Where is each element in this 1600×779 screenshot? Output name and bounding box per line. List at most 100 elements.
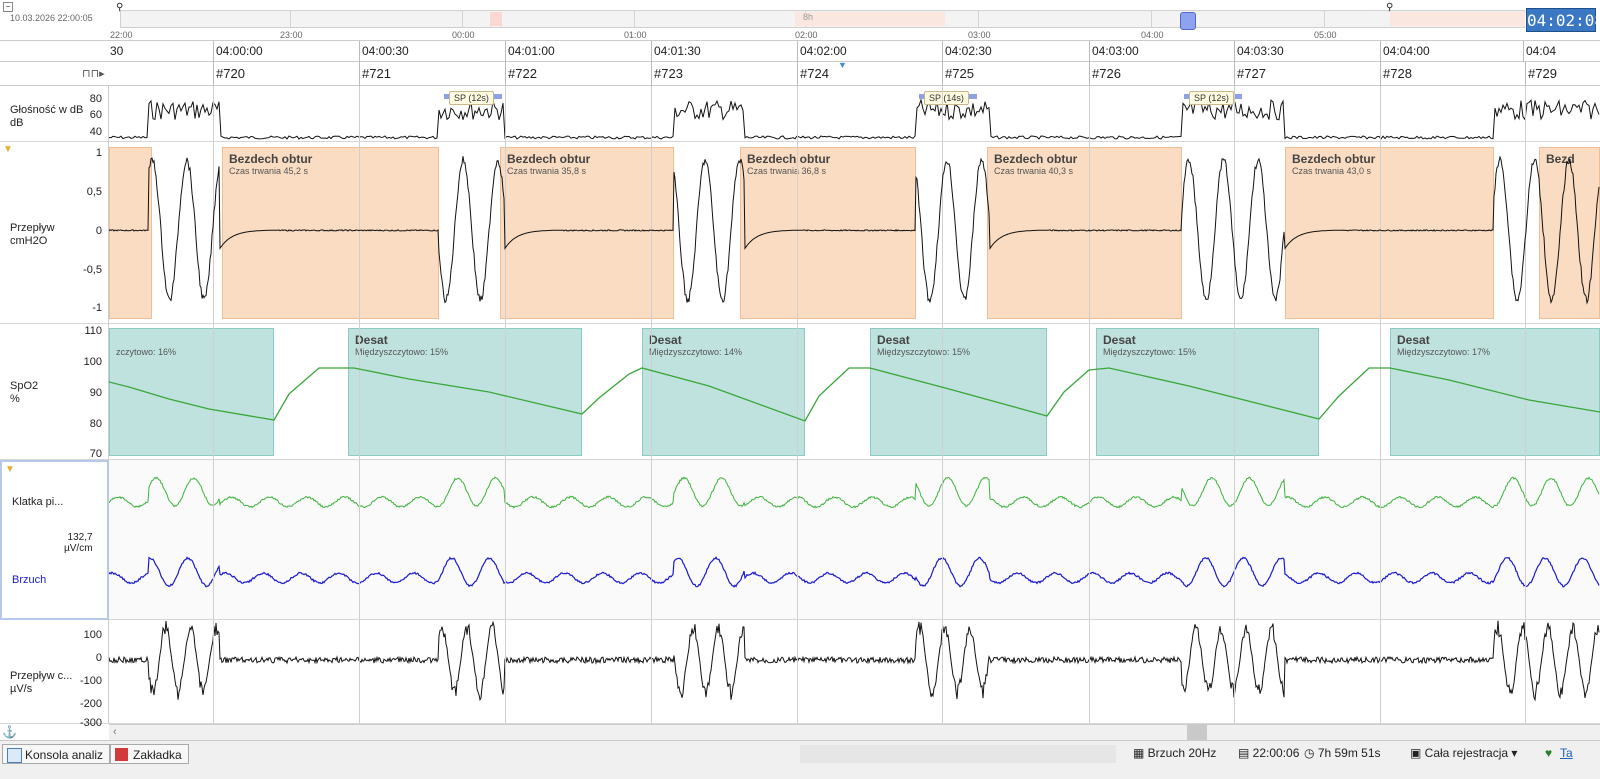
effort-traces[interactable] [109, 460, 1600, 620]
epoch-label[interactable]: #721 [362, 66, 391, 81]
bookmark-icon [115, 748, 128, 761]
channel-label-loudness[interactable]: Głośność w dB dB 80 60 40 [0, 86, 109, 142]
desat-event-drop: Międzyszczytowo: 14% [649, 347, 743, 357]
truncated-link[interactable]: Ta [1560, 746, 1573, 760]
plot-gridline [1234, 324, 1235, 459]
desat-event-title: Desat [649, 333, 682, 347]
sp-event-tag[interactable]: SP (14s) [924, 91, 969, 105]
thorax-line [109, 476, 1600, 509]
apnea-event[interactable]: Bezdech obtur Czas trwania 43,0 s [1285, 147, 1494, 319]
epoch-label[interactable]: #729 [1528, 66, 1557, 81]
console-button-label: Konsola analiz [25, 748, 104, 762]
epoch-label[interactable]: #725 [945, 66, 974, 81]
epoch-label[interactable]: #726 [1092, 66, 1121, 81]
y-tick: 0 [95, 652, 102, 664]
loudness-trace[interactable]: SP (12s) SP (14s) SP (12s) [109, 86, 1600, 142]
range-selector[interactable]: ▣ Cała rejestracja ▾ [1410, 746, 1518, 760]
plot-gridline [1380, 142, 1381, 323]
filter-icon[interactable]: ▼ [3, 144, 13, 155]
channel-label-flow2[interactable]: Przepływ c... µV/s 100 0 -100 -200 -300 [0, 620, 109, 729]
epoch-label[interactable]: #723 [654, 66, 683, 81]
desaturation-event[interactable]: Desat Międzyszczytowo: 15% [1096, 328, 1319, 456]
apnea-event[interactable]: Bezdech obtur Czas trwania 36,8 s [740, 147, 916, 319]
desat-event-drop: Międzyszczytowo: 15% [877, 347, 971, 357]
y-tick: 100 [83, 356, 102, 368]
desat-event-drop: Międzyszczytowo: 15% [355, 347, 449, 357]
epoch-gridline [797, 62, 798, 86]
collapse-icon[interactable]: − [3, 2, 13, 12]
recording-start-date: 10.03.2026 22:00:05 [10, 13, 93, 23]
flow2-trace[interactable] [109, 620, 1600, 724]
apnea-event-duration: Czas trwania 45,2 s [229, 166, 309, 176]
time-axis[interactable]: 30 04:00:00 04:00:30 04:01:00 04:01:30 04:02:… [0, 40, 1600, 63]
apnea-event-title: Bezdech obtur [229, 152, 313, 166]
pin-icon[interactable]: ⚲ [116, 2, 124, 13]
apnea-event[interactable]: Bezdech obtur Czas trwania 40,3 s [987, 147, 1182, 319]
abdomen-line [109, 555, 1600, 588]
y-tick: 40 [89, 126, 102, 138]
plot-gridline [1380, 86, 1381, 141]
epoch-gridline [1089, 62, 1090, 86]
scrollbar-thumb[interactable] [1187, 724, 1207, 740]
epoch-label[interactable]: #727 [1237, 66, 1266, 81]
scale-value: 132,7 µV/cm [64, 532, 93, 554]
scroll-left-icon[interactable]: ‹ [113, 726, 117, 738]
plot-gridline [651, 142, 652, 323]
time-gridline [1380, 41, 1381, 63]
time-gridline [1523, 41, 1524, 63]
overview-timeline[interactable]: − 10.03.2026 22:00:05 8h ⚲ ⚲ 22:00 23:00 0… [0, 0, 1600, 40]
plot-gridline [505, 142, 506, 323]
plot-gridline [505, 86, 506, 141]
apnea-event-duration: Czas trwania 40,3 s [994, 166, 1074, 176]
apnea-event-title: Bezdech obtur [1292, 152, 1376, 166]
apnea-event[interactable]: Bezdech obtur Czas trwania 45,2 s [222, 147, 439, 319]
sp-event-tag[interactable]: SP (12s) [449, 91, 494, 105]
overview-position-handle[interactable] [1180, 12, 1196, 30]
filter-icon[interactable]: ▼ [5, 464, 15, 475]
y-tick: 90 [89, 387, 102, 399]
cursor-marker-icon[interactable]: ▼ [838, 60, 847, 70]
console-button[interactable]: Konsola analiz [2, 744, 111, 764]
plot-gridline [651, 86, 652, 141]
time-label: 04:00:00 [216, 44, 263, 58]
time-gridline [505, 41, 506, 63]
desaturation-event[interactable]: Desat Międzyszczytowo: 15% [348, 328, 582, 456]
flow-trace[interactable]: Bezdech obtur Czas trwania 45,2 s Bezdech … [109, 142, 1600, 324]
help-icon[interactable]: ♥ [1545, 746, 1553, 760]
pin-icon[interactable]: ⚲ [1386, 2, 1394, 13]
channel-label-spo2[interactable]: SpO2 % 110 100 90 80 70 [0, 324, 109, 460]
overview-tick: 00:00 [452, 30, 475, 40]
desaturation-event[interactable]: Desat Międzyszczytowo: 14% [642, 328, 805, 456]
epoch-label[interactable]: #722 [508, 66, 537, 81]
bookmark-button[interactable]: Zakładka [110, 744, 189, 764]
channel-info: ▦ Brzuch 20Hz [1133, 746, 1217, 760]
hypnogram-icon[interactable]: ⊓⊓▸ [82, 68, 105, 80]
channel-label-flow[interactable]: ▼ Przepływ cmH2O 1 0,5 0 -0,5 -1 [0, 142, 109, 324]
y-tick: 60 [89, 109, 102, 121]
desaturation-event[interactable]: zczytowo: 16% [109, 328, 274, 456]
time-gridline [797, 41, 798, 63]
channel-name: SpO2 % [10, 380, 39, 405]
sp-event-tag[interactable]: SP (12s) [1189, 91, 1234, 105]
overview-tick: 05:00 [1314, 30, 1337, 40]
apnea-event[interactable]: Bezd [1539, 147, 1600, 319]
time-gridline [1234, 41, 1235, 63]
apnea-event[interactable] [109, 147, 152, 319]
plot-gridline [651, 460, 652, 619]
epoch-axis[interactable]: ⊓⊓▸ #720 #721 #722 #723 #724 #725 #726 #727 #728… [0, 60, 1600, 86]
pin-bottom-icon[interactable]: ⚓ [2, 725, 17, 739]
epoch-label[interactable]: #728 [1383, 66, 1412, 81]
epoch-label[interactable]: #720 [216, 66, 245, 81]
horizontal-scrollbar[interactable]: ‹ [109, 724, 1600, 740]
spo2-trace[interactable]: zczytowo: 16% Desat Międzyszczytowo: 15% De… [109, 324, 1600, 460]
overview-gridline [1324, 10, 1325, 28]
plot-gridline [1089, 324, 1090, 459]
desat-event-title: Desat [1103, 333, 1136, 347]
overview-window-label: 8h [803, 12, 814, 22]
channel-label-effort-group[interactable]: ▼ Klatka pi... 132,7 µV/cm Brzuch [0, 460, 109, 620]
overview-gridline [978, 10, 979, 28]
plot-gridline [797, 460, 798, 619]
plot-gridline [797, 324, 798, 459]
bookmark-button-label: Zakładka [133, 748, 182, 762]
epoch-label[interactable]: #724 [800, 66, 829, 81]
